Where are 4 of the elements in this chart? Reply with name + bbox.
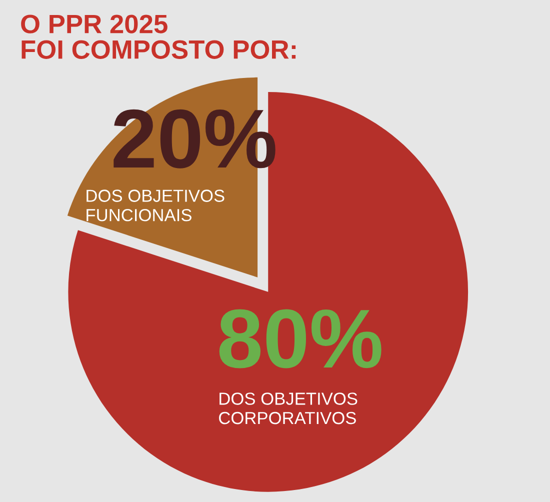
data-label: 80% — [219, 309, 382, 368]
slice-label: DOS OBJETIVOS CORPORATIVOS — [219, 392, 358, 424]
slice-label: DOS OBJETIVOS FUNCIONAIS — [86, 190, 224, 222]
chart-title: O PPR 2025 FOI COMPOSTO POR: — [21, 14, 296, 59]
